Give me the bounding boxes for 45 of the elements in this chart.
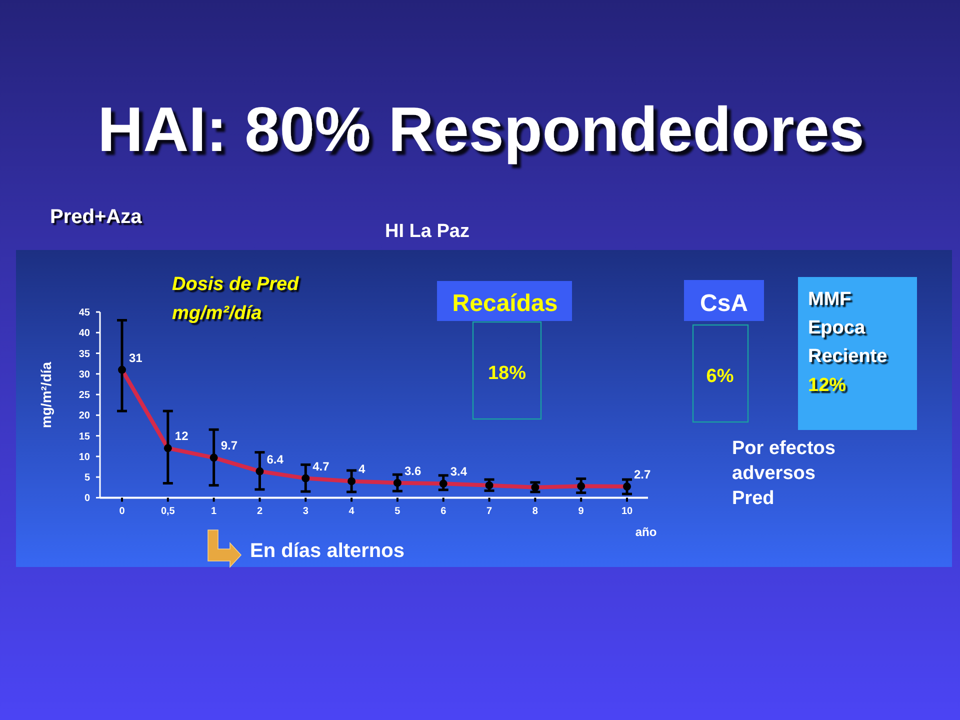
y-tick-label: 0	[84, 493, 90, 504]
x-tick-label: 0,5	[160, 506, 176, 517]
y-tick-label: 45	[78, 308, 90, 318]
x-tick-label: 6	[440, 506, 447, 517]
text: 6%	[706, 366, 734, 387]
data-label: 3.4	[450, 464, 468, 479]
x-tick-label: 1	[211, 506, 218, 517]
x-tick-label: 3	[302, 506, 309, 517]
x-tick-label: 4	[348, 506, 355, 517]
chart-title: HAI: 80% Respondedores	[98, 95, 864, 165]
y-tick-label: 15	[78, 431, 90, 442]
y-tick-label: 20	[78, 410, 90, 422]
text: CsA	[700, 290, 748, 317]
x-tick-label: 0	[119, 506, 126, 517]
data-label: 12	[174, 429, 189, 444]
y-tick-label: 25	[78, 390, 90, 402]
text: Por efectos adversos Pred	[732, 438, 836, 509]
text: MMF Epoca Reciente	[808, 289, 888, 367]
text: 12%	[808, 375, 846, 396]
annotation: Recaídas	[452, 290, 558, 317]
y-tick-label: 30	[78, 369, 90, 380]
x-tick-label: 7	[486, 506, 492, 517]
chart-subtitle: Dosis de Pred mg/m²/día	[172, 274, 300, 324]
data-label: 6.4	[266, 452, 284, 466]
x-tick-label: 5	[394, 506, 401, 517]
y-tick-label: 5	[84, 472, 90, 484]
data-label: 3.6	[404, 464, 422, 478]
x-tick-label: 2	[256, 506, 263, 517]
x-tick-label: 9	[578, 506, 584, 517]
x-axis-title: año	[635, 525, 657, 539]
text: Pred+Aza	[50, 206, 143, 228]
data-label: 4.7	[312, 459, 330, 474]
y-tick-label: 40	[78, 328, 90, 340]
y-tick-label: 35	[78, 348, 90, 360]
data-label: 9.7	[220, 438, 238, 453]
x-tick-label: 10	[621, 506, 633, 517]
annotation: 18%	[488, 363, 526, 384]
text: En días alternos	[250, 540, 404, 562]
data-label: 2.7	[634, 468, 652, 482]
x-tick-label: 8	[532, 506, 538, 517]
y-tick-label: 10	[78, 452, 90, 463]
y-axis-title: mg/m²/día	[38, 362, 54, 428]
data-label: 31	[129, 350, 143, 365]
text: HI La Paz	[385, 221, 470, 242]
data-label: 4	[358, 462, 366, 476]
